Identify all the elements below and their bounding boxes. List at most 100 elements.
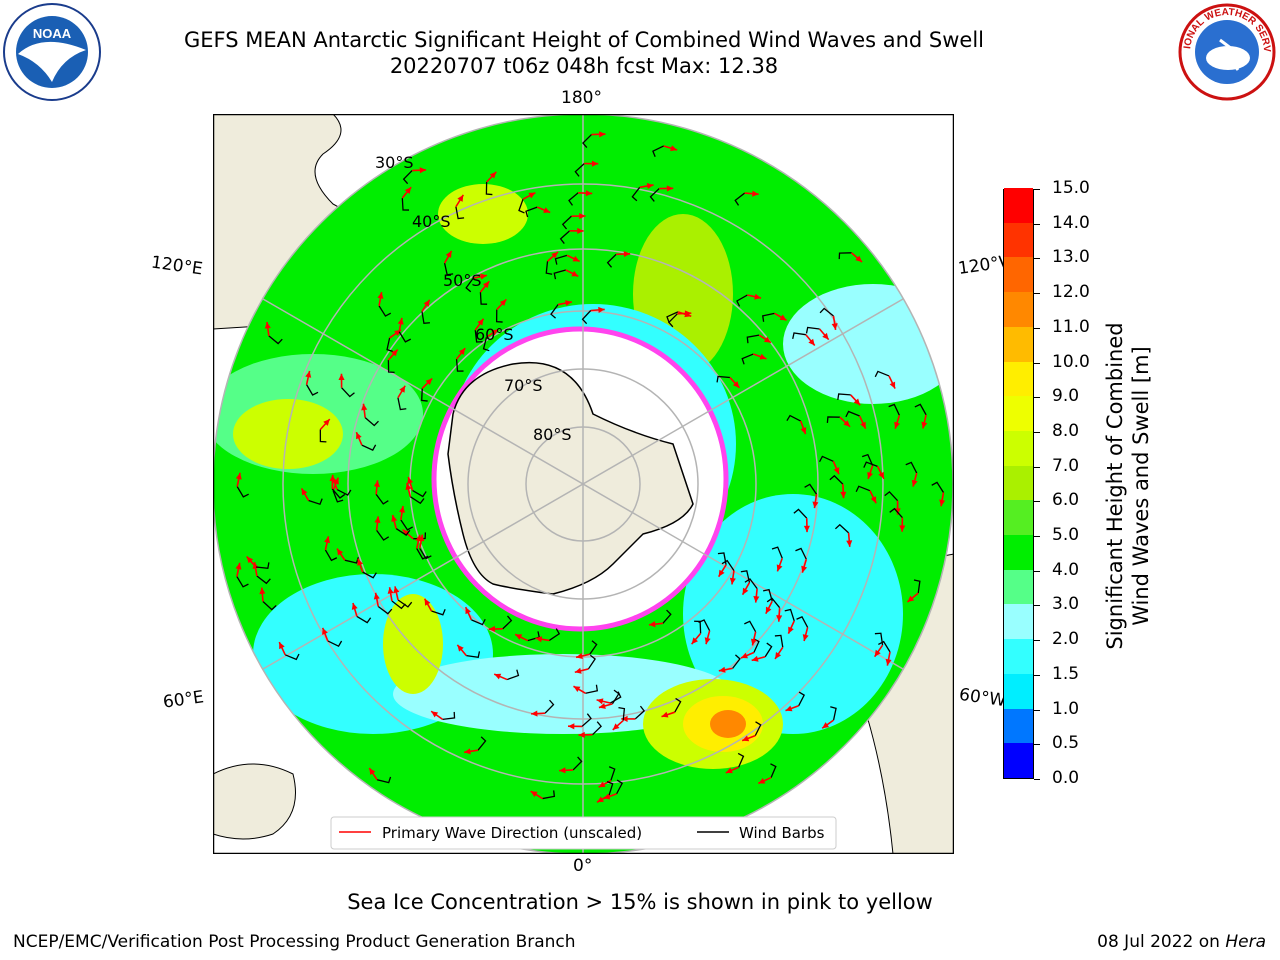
wave-arrow-head bbox=[666, 185, 674, 192]
wave-arrow-head bbox=[559, 767, 566, 774]
lat-label-40: 40°S bbox=[412, 212, 451, 231]
colorbar-tick-label: 1.0 bbox=[1052, 698, 1080, 719]
wind-barb bbox=[913, 579, 921, 594]
wave-arrow-head bbox=[405, 483, 412, 490]
wave-arrow-head bbox=[870, 496, 877, 504]
wind-barb bbox=[554, 254, 568, 265]
wind-barb bbox=[377, 606, 393, 615]
wave-arrow-head bbox=[377, 292, 384, 299]
wind-barb bbox=[455, 359, 464, 372]
wave-arrow-head bbox=[551, 251, 559, 259]
wave-arrow-head bbox=[801, 565, 808, 573]
wind-barb bbox=[741, 353, 754, 365]
colorbar-tick-label: 9.0 bbox=[1052, 386, 1080, 407]
wind-barb bbox=[855, 485, 871, 493]
wave-arrow-head bbox=[729, 577, 736, 585]
chart-subtitle: 20220707 t06z 048h fcst Max: 12.38 bbox=[389, 54, 779, 78]
colorbar-tick-mark bbox=[1034, 397, 1040, 399]
legend-wave: Primary Wave Direction (unscaled) bbox=[382, 824, 642, 842]
wave-arrow-head bbox=[822, 332, 829, 340]
colorbar-tick-label: 2.0 bbox=[1052, 629, 1080, 650]
wave-arrow-head bbox=[337, 548, 344, 556]
wave-arrow-head bbox=[361, 403, 368, 411]
wind-barb bbox=[256, 575, 271, 585]
wave-arrow-head bbox=[788, 626, 794, 634]
wind-barb bbox=[255, 562, 270, 570]
host-name: Hera bbox=[1225, 932, 1266, 952]
wave-arrow-head bbox=[763, 336, 771, 343]
wave-arrow-head bbox=[853, 398, 861, 406]
wind-barb bbox=[236, 486, 249, 498]
wind-barb bbox=[804, 483, 818, 495]
colorbar-tick-mark bbox=[1034, 640, 1040, 642]
wind-barb bbox=[362, 571, 377, 579]
wave-arrow-head bbox=[568, 723, 575, 730]
wave-arrow-head bbox=[457, 194, 464, 202]
wind-barb bbox=[474, 329, 483, 343]
colorbar-tick-mark bbox=[1034, 779, 1040, 780]
colorbar-tick-mark bbox=[1034, 501, 1040, 503]
colorbar-tick-label: 10.0 bbox=[1052, 351, 1090, 372]
wind-barb bbox=[694, 620, 702, 634]
wind-barb bbox=[421, 388, 428, 402]
wind-barb bbox=[332, 490, 344, 503]
colorbar-segment bbox=[1004, 395, 1033, 431]
wind-barb bbox=[766, 597, 781, 609]
wave-arrow-head bbox=[404, 187, 412, 194]
wave-arrow-head bbox=[579, 213, 586, 220]
lon-label-120e: 120°E bbox=[149, 252, 204, 280]
wave-arrow-head bbox=[889, 381, 896, 389]
wave-arrow-head bbox=[776, 615, 783, 622]
colorbar-segment bbox=[1004, 603, 1033, 640]
wave-arrow-head bbox=[393, 586, 400, 594]
polar-map: 30°S 40°S 50°S 60°S 70°S 80°S Primary Wa… bbox=[213, 114, 954, 854]
colorbar-segment bbox=[1004, 291, 1033, 327]
wind-barb bbox=[544, 699, 555, 714]
wind-barb bbox=[582, 134, 592, 148]
wind-barb bbox=[796, 616, 809, 628]
wave-arrow-head bbox=[670, 145, 678, 152]
wind-barb bbox=[378, 305, 392, 317]
colorbar-segment bbox=[1004, 187, 1033, 223]
wind-barb bbox=[525, 206, 538, 218]
wave-arrow-head bbox=[574, 667, 582, 674]
wind-barb bbox=[485, 181, 493, 196]
wave-arrow-head bbox=[603, 793, 611, 800]
colorbar-tick-mark bbox=[1034, 466, 1040, 468]
antarctica-land bbox=[447, 361, 694, 595]
wave-arrow-head bbox=[338, 373, 345, 381]
wave-arrow-head bbox=[621, 715, 628, 722]
wind-barb bbox=[416, 548, 429, 560]
colorbar bbox=[1003, 187, 1034, 779]
colorbar-segment bbox=[1004, 465, 1033, 501]
wind-barb bbox=[784, 608, 795, 622]
wind-barb bbox=[732, 654, 741, 669]
wave-arrow-head bbox=[235, 562, 242, 570]
wave-arrow-head bbox=[800, 427, 807, 435]
wave-arrow-head bbox=[785, 705, 793, 712]
wind-barb bbox=[477, 736, 487, 751]
wave-arrow-head bbox=[477, 318, 484, 326]
colorbar-tick-mark bbox=[1034, 223, 1040, 225]
wind-barb bbox=[506, 669, 520, 681]
colorbar-tick-mark bbox=[1034, 327, 1040, 329]
wave-arrow-head bbox=[457, 644, 464, 652]
noaa-wordmark: NOAA bbox=[33, 26, 72, 41]
wave-arrow-head bbox=[464, 748, 471, 755]
lon-label-180: 180° bbox=[561, 88, 602, 108]
wave-arrow-head bbox=[907, 595, 915, 603]
wave-arrow-head bbox=[598, 781, 606, 788]
colorbar-tick-label: 13.0 bbox=[1052, 247, 1090, 268]
wind-barb bbox=[361, 444, 377, 451]
colorbar-segment bbox=[1004, 430, 1033, 466]
credit-text: NCEP/EMC/Verification Post Processing Pr… bbox=[13, 932, 576, 952]
wave-arrow-head bbox=[765, 606, 772, 614]
wave-arrow-head bbox=[369, 768, 376, 775]
wind-barb bbox=[762, 312, 775, 322]
wave-arrow-head bbox=[528, 192, 536, 199]
wind-barb bbox=[376, 776, 392, 784]
colorbar-tick-label: 0.0 bbox=[1052, 768, 1080, 788]
wave-arrow-head bbox=[718, 666, 726, 673]
chart-title: GEFS MEAN Antarctic Significant Height o… bbox=[183, 28, 985, 52]
wind-barb bbox=[545, 261, 553, 275]
